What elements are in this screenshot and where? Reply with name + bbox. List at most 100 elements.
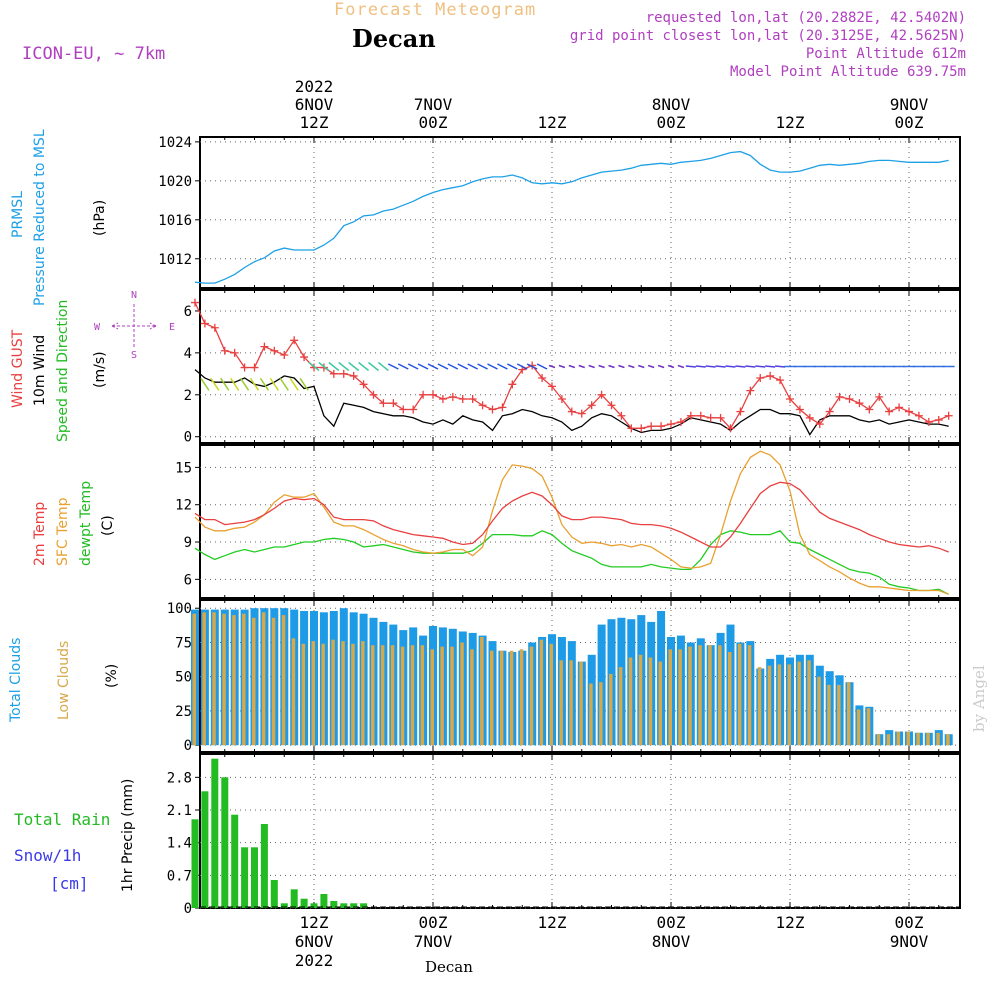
low-cloud-bar [827,684,831,746]
gust-marker [776,376,785,385]
low-cloud-bar [341,641,345,746]
gust-marker [250,363,259,372]
gust-marker [290,336,299,345]
rain-bar [300,898,308,908]
wind-arrow [647,364,655,369]
wind-arrow [516,363,528,370]
low-cloud-bar [232,615,236,746]
wind-arrow [558,364,566,369]
gust-marker [637,424,646,433]
compass-w: W [94,322,101,333]
wind-arrow [526,363,538,370]
low-cloud-bar [331,639,335,746]
wind-arrow [677,364,685,369]
low-cloud-bar [499,650,504,746]
dewpt-line [194,530,949,595]
y-tick-label: 1020 [158,174,192,190]
low-cloud-bar [906,731,910,746]
gust-marker [875,392,884,401]
wind-arrow [477,363,488,370]
rain-bar [251,847,258,908]
low-cloud-bar [311,641,315,746]
gust-marker [419,390,428,399]
y-tick-label: 2 [184,388,192,404]
gust-marker [944,411,953,420]
low-cloud-bar [847,682,851,746]
bottom-date-label: 7NOV [414,932,453,951]
rain-bar [340,903,348,908]
y-tick-label: 2.1 [167,803,192,819]
panel-3 [195,599,961,753]
low-cloud-bar [678,649,682,746]
top-date-label: 7NOV [414,95,453,114]
bottom-year-label: 2022 [295,951,334,970]
gust-marker [429,390,437,399]
gust-marker [597,390,606,399]
wind-arrow [497,363,508,370]
wind-arrow [568,364,576,369]
wind10-line [194,369,949,436]
wind-arrow [279,377,289,391]
wind-arrow [457,363,469,370]
gust-marker [716,413,725,422]
low-cloud-bar [390,645,395,746]
gust-marker [676,418,685,427]
gust-marker [548,382,556,391]
compass-rose [111,304,157,348]
low-cloud-bar [430,649,434,746]
low-cloud-bar [559,660,563,746]
wind-arrow [657,364,665,369]
low-cloud-bar [817,676,821,746]
low-cloud-bar [599,682,603,746]
gust-marker [587,401,596,410]
gust-marker [736,407,745,416]
sfc-temp-line [194,450,949,595]
gust-marker [617,411,626,420]
wind-arrow [368,361,379,372]
y-tick-label: 50 [175,670,192,686]
panel-frame [199,599,961,753]
low-cloud-bar [589,683,593,746]
gust-marker [756,374,765,383]
y-tick-label: 1016 [158,213,192,229]
y-tick-label: 9 [184,535,192,551]
gust-marker [329,369,338,378]
panel-4 [195,753,961,909]
gust-marker [706,413,715,422]
wind-arrow [269,377,279,391]
wind-arrow [667,364,675,369]
panel-frame [199,136,961,289]
wind-arrow [387,363,399,370]
low-cloud-bar [797,661,801,746]
compass-s: S [131,350,137,361]
gust-marker [369,390,378,399]
low-cloud-bar [916,732,920,746]
low-cloud-bar [400,646,405,746]
gust-marker [746,386,755,395]
compass-n: N [131,290,137,301]
y-tick-label: 1.4 [167,836,192,852]
low-cloud-bar [618,667,623,746]
wind-arrow [487,363,498,370]
gust-marker [627,424,636,433]
gust-marker [319,363,328,372]
gust-marker [379,399,388,408]
rain-bar [260,824,268,908]
gust-marker [657,422,666,431]
gust-marker [795,405,804,414]
low-cloud-bar [440,646,444,746]
top-hour-label: 00Z [657,113,686,132]
low-cloud-bar [509,650,514,746]
low-cloud-bar [321,643,325,746]
low-cloud-bar [698,645,702,746]
wind-arrow [230,377,240,391]
wind-arrow [598,364,605,369]
wind-arrow [765,365,776,368]
panel-frame [199,289,961,444]
low-cloud-bar [480,637,484,746]
y-tick-label: 100 [167,601,192,617]
bottom-hour-label: 00Z [657,913,686,932]
low-cloud-bar [658,661,663,746]
low-cloud-bar [876,734,881,746]
